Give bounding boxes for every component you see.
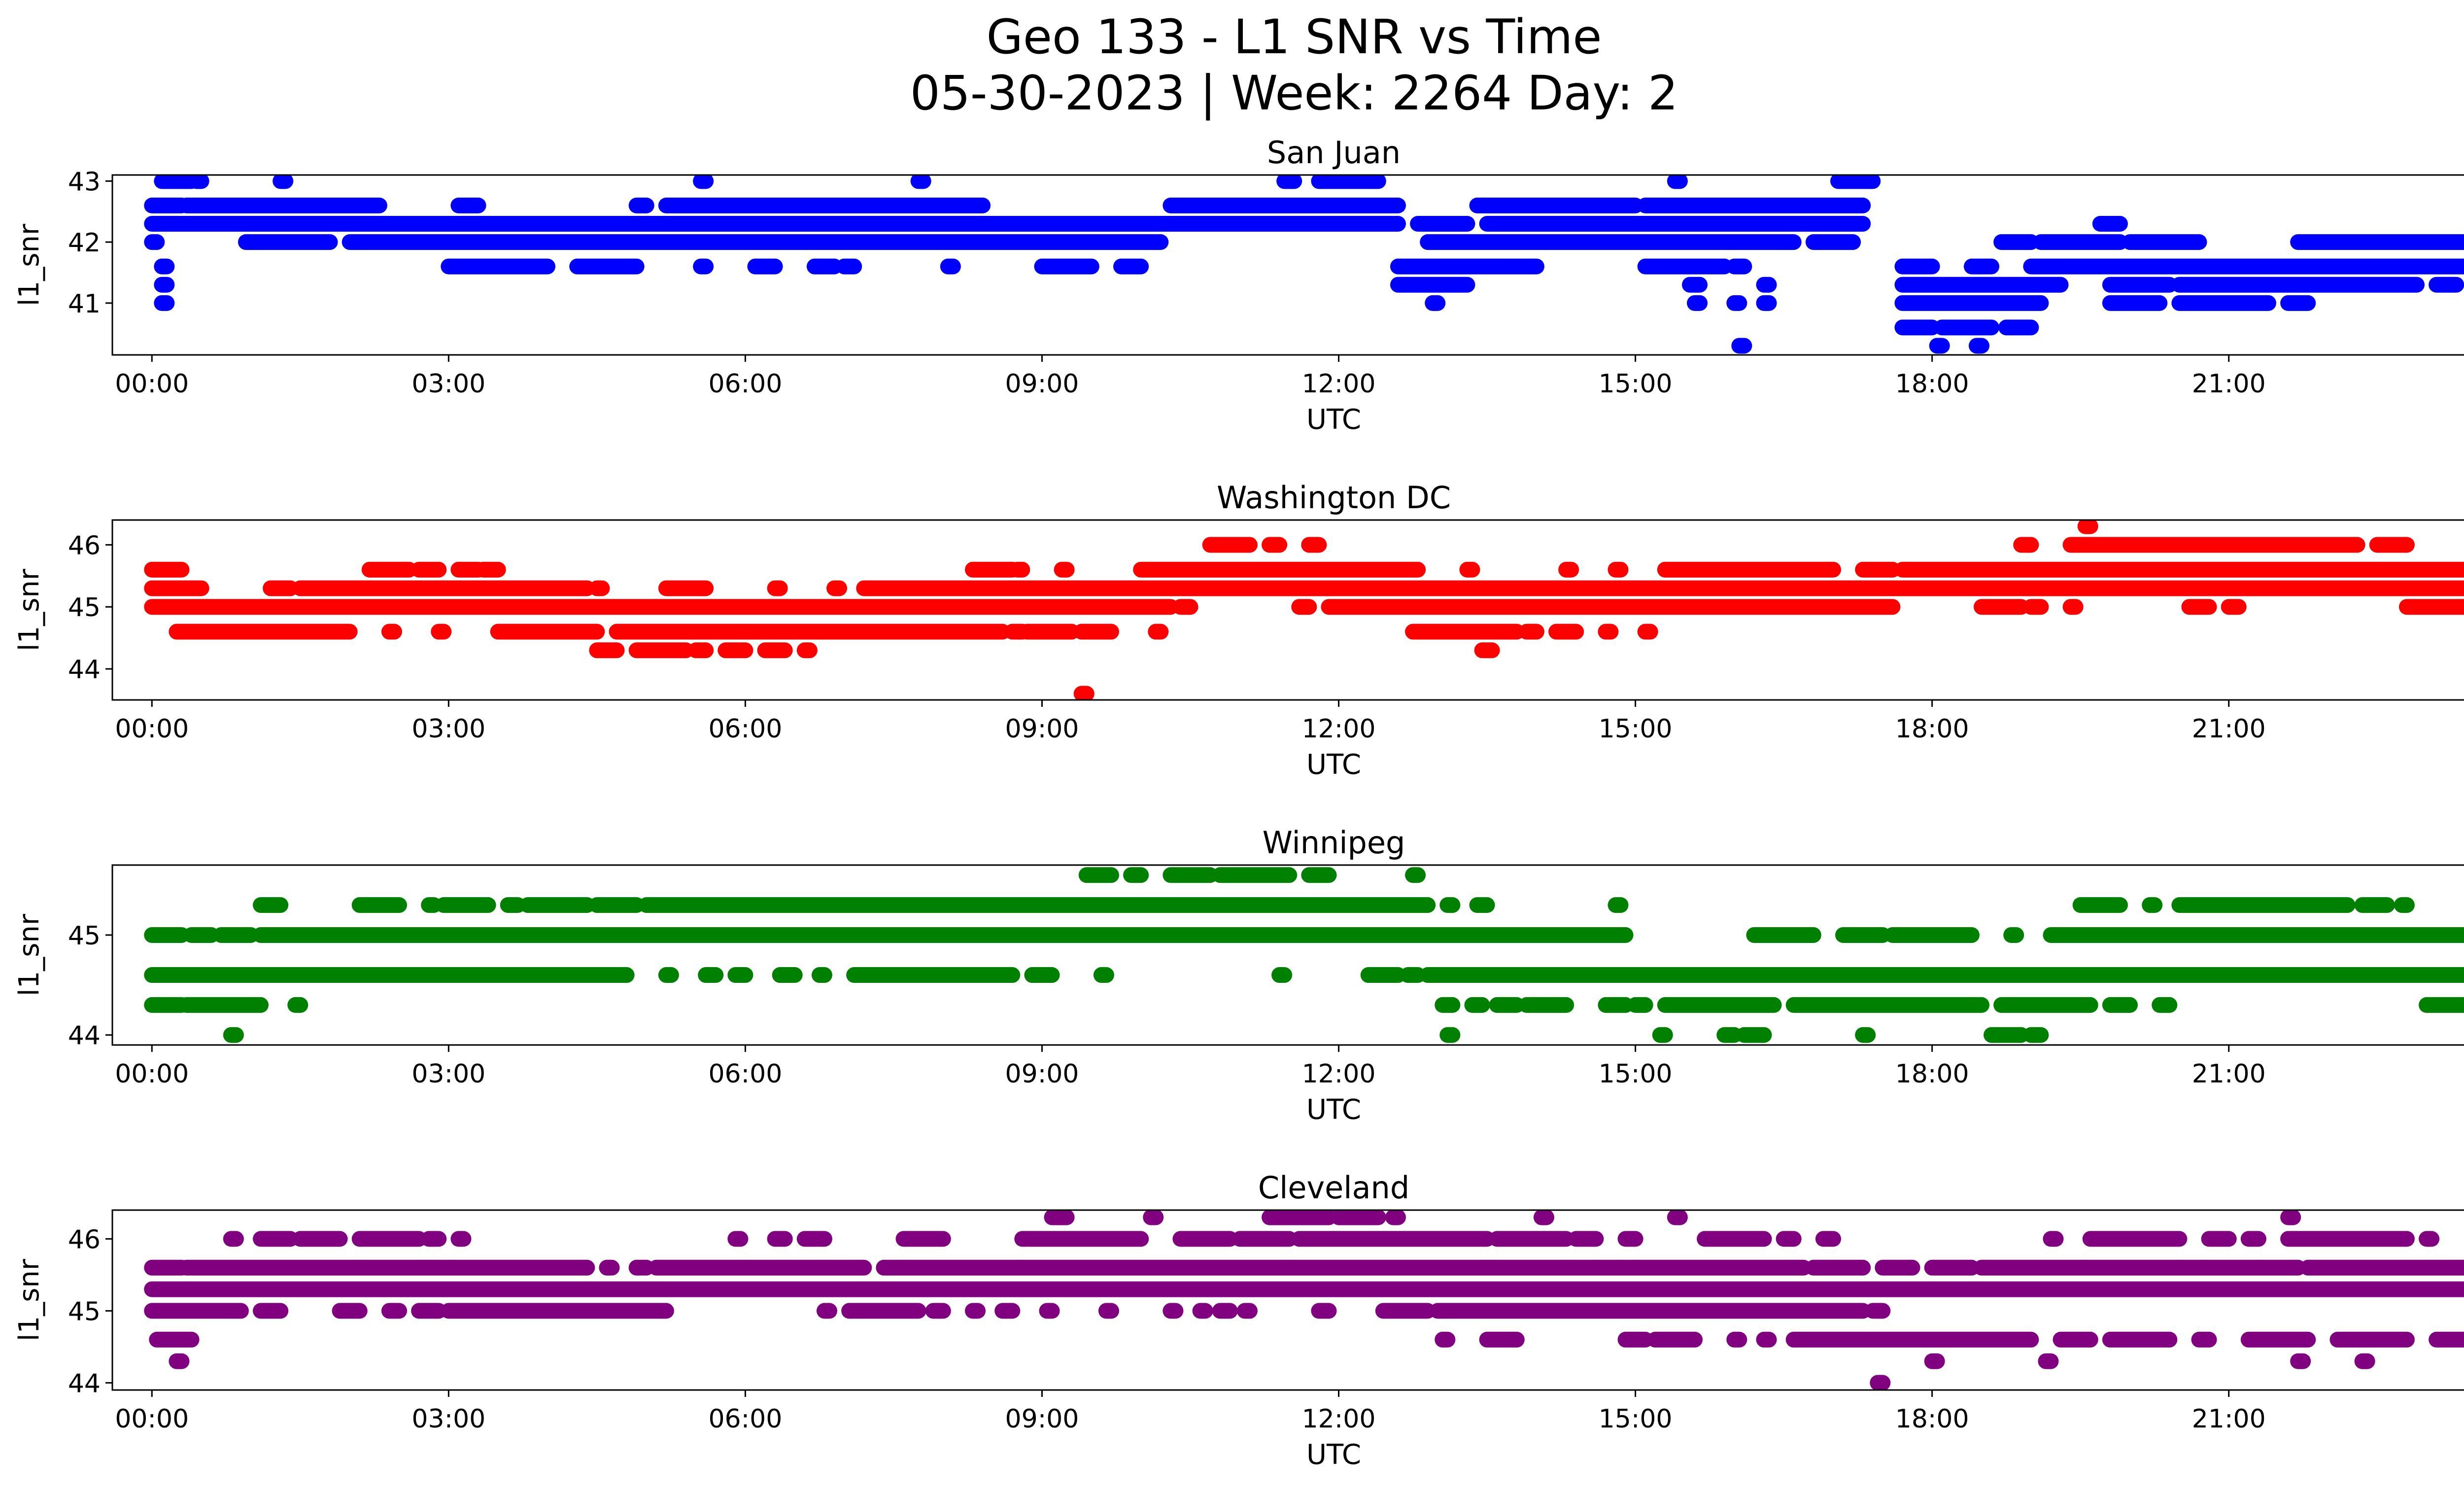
series-points <box>144 1210 2464 1390</box>
series-points <box>144 520 2464 700</box>
plot-frame <box>111 519 2464 701</box>
x-tick-label: 03:00 <box>411 1404 485 1434</box>
x-tick-label: 21:00 <box>2192 1059 2266 1089</box>
x-tick-label: 18:00 <box>1895 714 1969 744</box>
x-tick-label: 15:00 <box>1599 1059 1673 1089</box>
x-tick-label: 06:00 <box>708 369 782 399</box>
x-tick-label: 00:00 <box>115 369 189 399</box>
x-axis-label: UTC <box>1306 1094 1361 1126</box>
x-tick-label: 18:00 <box>1895 1059 1969 1089</box>
y-tick-label: 42 <box>68 228 101 258</box>
panel-title: Cleveland <box>1258 1170 1409 1206</box>
x-tick-label: 18:00 <box>1895 369 1969 399</box>
y-tick-label: 44 <box>68 655 101 685</box>
x-tick-label: 18:00 <box>1895 1404 1969 1434</box>
y-tick-label: 46 <box>68 1225 101 1254</box>
x-tick-label: 00:00 <box>115 1404 189 1434</box>
panel-2: Winnipeg 44 45 00:00 03:00 06:00 09:00 12:00 15:… <box>13 825 2464 1126</box>
x-tick-label: 12:00 <box>1302 1059 1376 1089</box>
x-tick-label: 03:00 <box>411 1059 485 1089</box>
y-tick-label: 44 <box>68 1021 101 1051</box>
y-tick-label: 41 <box>68 289 101 319</box>
x-axis-label: UTC <box>1306 1439 1361 1471</box>
panel-3: Cleveland 44 45 46 00:00 03:00 06:00 09:00 12:00… <box>13 1170 2464 1471</box>
x-tick-label: 09:00 <box>1005 1059 1079 1089</box>
y-axis-label: l1_snr <box>13 1258 45 1341</box>
panel-0: San Juan 41 42 43 00:00 03:00 06:00 09:00 12:00 1… <box>13 135 2464 436</box>
x-axis-label: UTC <box>1306 749 1361 781</box>
panel-title: Washington DC <box>1217 480 1451 516</box>
y-tick-label: 45 <box>68 593 101 623</box>
x-tick-label: 09:00 <box>1005 714 1079 744</box>
plot-frame <box>111 1209 2464 1391</box>
x-tick-label: 15:00 <box>1599 714 1673 744</box>
x-tick-label: 03:00 <box>411 714 485 744</box>
plot-frame <box>111 174 2464 356</box>
x-tick-label: 12:00 <box>1302 714 1376 744</box>
x-tick-label: 00:00 <box>115 714 189 744</box>
panel-1: Washington DC 44 45 46 00:00 03:00 06:00 09:00 1… <box>13 480 2464 781</box>
x-tick-label: 06:00 <box>708 714 782 744</box>
panels: San Juan 41 42 43 00:00 03:00 06:00 09:00 12:00 1… <box>13 135 2464 1471</box>
x-tick-label: 03:00 <box>411 369 485 399</box>
y-axis-label: l1_snr <box>13 913 45 996</box>
y-tick-label: 45 <box>68 921 101 951</box>
x-tick-label: 09:00 <box>1005 1404 1079 1434</box>
y-axis-label: l1_snr <box>13 568 45 651</box>
x-tick-label: 21:00 <box>2192 369 2266 399</box>
figure-title-line-2: 05-30-2023 | Week: 2264 Day: 2 <box>910 66 1678 121</box>
x-tick-label: 06:00 <box>708 1404 782 1434</box>
x-tick-label: 15:00 <box>1599 369 1673 399</box>
x-tick-label: 12:00 <box>1302 369 1376 399</box>
y-tick-label: 46 <box>68 531 101 560</box>
y-axis-label: l1_snr <box>13 223 45 306</box>
figure-title-line-1: Geo 133 - L1 SNR vs Time <box>987 9 1602 65</box>
x-tick-label: 21:00 <box>2192 714 2266 744</box>
x-tick-label: 15:00 <box>1599 1404 1673 1434</box>
x-tick-label: 09:00 <box>1005 369 1079 399</box>
x-axis-label: UTC <box>1306 404 1361 436</box>
y-tick-label: 45 <box>68 1297 101 1326</box>
x-tick-label: 06:00 <box>708 1059 782 1089</box>
panel-title: Winnipeg <box>1263 825 1405 861</box>
x-tick-label: 12:00 <box>1302 1404 1376 1434</box>
panel-title: San Juan <box>1267 135 1401 171</box>
series-points <box>144 867 2464 1043</box>
x-tick-label: 21:00 <box>2192 1404 2266 1434</box>
x-tick-label: 00:00 <box>115 1059 189 1089</box>
series-points <box>144 175 2464 354</box>
y-tick-label: 43 <box>68 167 101 197</box>
y-tick-label: 44 <box>68 1369 101 1398</box>
plot-frame <box>111 864 2464 1046</box>
